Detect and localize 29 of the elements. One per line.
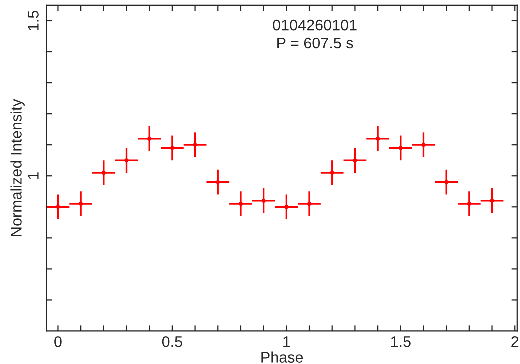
point bbox=[193, 142, 198, 148]
point bbox=[376, 136, 380, 141]
x-axis-title: Phase bbox=[262, 352, 304, 363]
point bbox=[238, 202, 244, 206]
point bbox=[262, 198, 266, 204]
point bbox=[148, 136, 152, 141]
point bbox=[170, 146, 175, 150]
x-tick-label: 1.5 bbox=[391, 336, 411, 348]
point bbox=[307, 202, 312, 206]
point bbox=[490, 198, 494, 204]
x-tick-label: 0.5 bbox=[162, 336, 182, 348]
annotation: P = 607.5 s bbox=[278, 38, 354, 49]
point bbox=[216, 180, 220, 184]
x-tick-label: 1 bbox=[284, 336, 290, 348]
point bbox=[353, 158, 358, 163]
x-tick-label: 0 bbox=[54, 336, 62, 348]
point bbox=[56, 205, 60, 210]
point bbox=[398, 146, 403, 150]
point bbox=[422, 142, 426, 148]
annotation: 0104260101 bbox=[273, 20, 357, 31]
point bbox=[102, 170, 106, 176]
x-tick-label: 2 bbox=[512, 336, 519, 348]
point bbox=[444, 180, 449, 184]
point bbox=[330, 170, 334, 176]
point bbox=[124, 158, 129, 163]
point bbox=[284, 205, 289, 210]
point bbox=[78, 202, 84, 206]
y-axis-title: Normalized Intensity bbox=[10, 99, 25, 236]
point bbox=[467, 202, 472, 206]
